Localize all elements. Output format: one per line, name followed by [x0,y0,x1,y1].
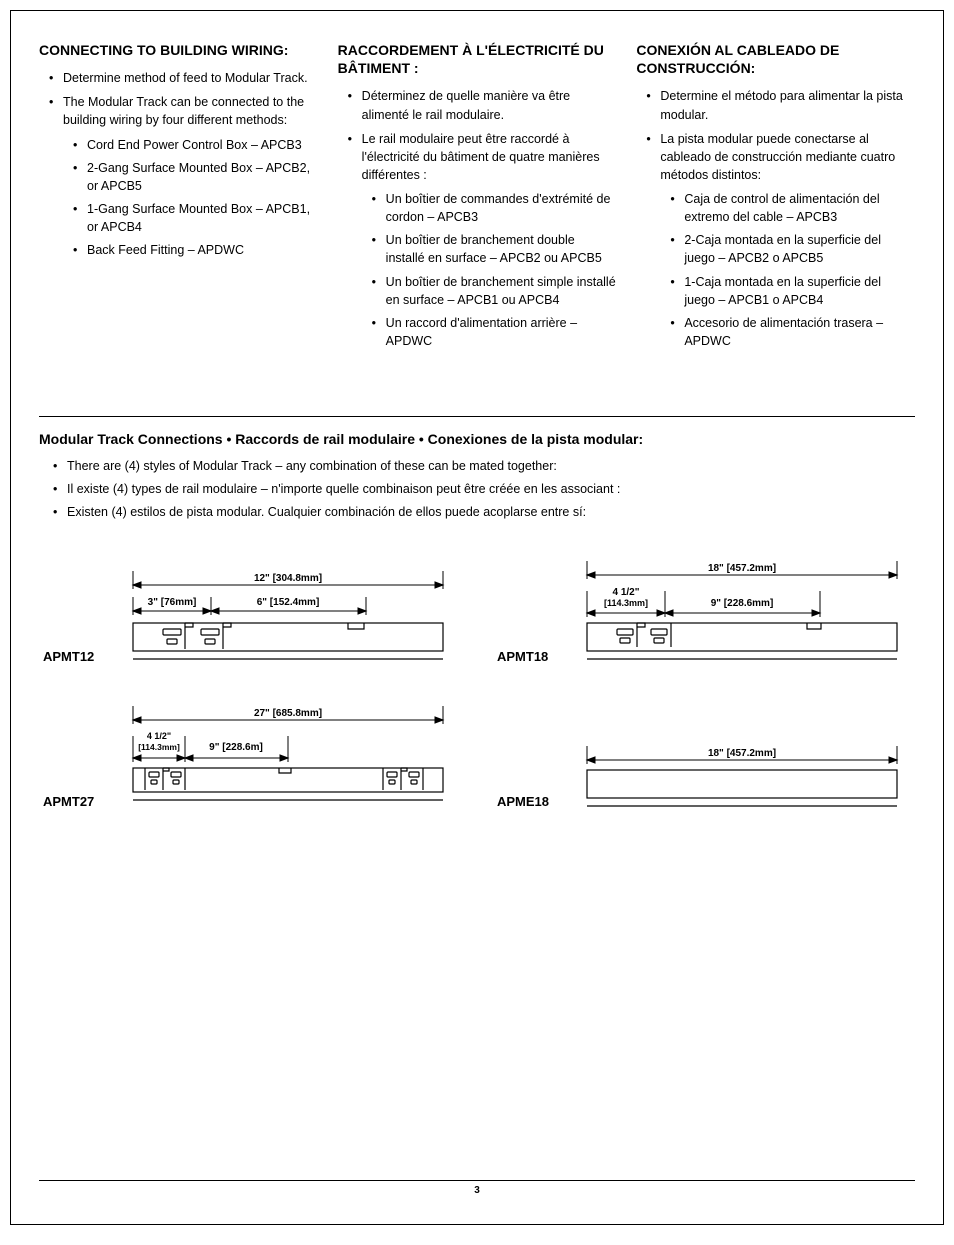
column-french: RACCORDEMENT À L'ÉLECTRICITÉ DU BÂTIMENT… [338,41,617,356]
list-item: The Modular Track can be connected to th… [53,93,318,259]
list-item: Un raccord d'alimentation arrière – APDW… [376,314,617,350]
list-item: Back Feed Fitting – APDWC [77,241,318,259]
list-item: Accesorio de alimentación trasera – APDW… [674,314,915,350]
diagram-apme18: APME18 18" [457.2mm] [497,706,911,821]
list-item: 1-Gang Surface Mounted Box – APCB1, or A… [77,200,318,236]
diagram-apmt18: APMT18 18" [457.2mm] [497,561,911,676]
sublist-es: Caja de control de alimentación del extr… [660,190,915,350]
list-item-text: La pista modular puede conectarse al cab… [660,132,895,182]
dim-seg1a: 4 1/2" [147,731,171,741]
list-item: Un boîtier de commandes d'extrémité de c… [376,190,617,226]
diagram-label: APMT18 [497,649,567,676]
list-item: La pista modular puede conectarse al cab… [650,130,915,350]
page: CONNECTING TO BUILDING WIRING: Determine… [10,10,944,1225]
diagram-apmt27: APMT27 27" [685.8mm] [43,706,457,821]
diagram-apmt12: APMT12 12" [304.8mm] [43,561,457,676]
list-item: 1-Caja montada en la superficie del jueg… [674,273,915,309]
divider-line [39,416,915,417]
list-item: Déterminez de quelle manière va être ali… [352,87,617,123]
list-en: Determine method of feed to Modular Trac… [39,69,318,259]
three-column-section: CONNECTING TO BUILDING WIRING: Determine… [39,41,915,356]
list-item: Caja de control de alimentación del extr… [674,190,915,226]
list-item-text: The Modular Track can be connected to th… [63,95,304,127]
dim-total: 18" [457.2mm] [708,563,776,574]
list-item: Un boîtier de branchement simple install… [376,273,617,309]
heading-fr: RACCORDEMENT À L'ÉLECTRICITÉ DU BÂTIMENT… [338,41,617,77]
dim-seg2: 9" [228.6mm] [711,598,774,609]
dim-seg1b: [114.3mm] [604,598,648,608]
list-item: 2-Gang Surface Mounted Box – APCB2, or A… [77,159,318,195]
section-list: There are (4) styles of Modular Track – … [39,457,915,521]
diagram-svg-apmt18: 18" [457.2mm] 4 1/2" [114.3mm] [577,561,911,676]
diagram-label: APME18 [497,794,567,821]
section-heading: Modular Track Connections • Raccords de … [39,431,915,447]
dim-seg1b: [114.3mm] [138,742,180,752]
footer: 3 [39,1180,915,1196]
list-item: Le rail modulaire peut être raccordé à l… [352,130,617,350]
diagram-label: APMT12 [43,649,113,676]
list-item: Il existe (4) types de rail modulaire – … [57,480,915,499]
list-item: Existen (4) estilos de pista modular. Cu… [57,503,915,522]
heading-es: CONEXIÓN AL CABLEADO DE CONSTRUCCIÓN: [636,41,915,77]
list-item: Determine method of feed to Modular Trac… [53,69,318,87]
page-number: 3 [474,1185,480,1196]
sublist-fr: Un boîtier de commandes d'extrémité de c… [362,190,617,350]
diagram-label: APMT27 [43,794,113,821]
list-item: 2-Caja montada en la superficie del jueg… [674,231,915,267]
list-item: There are (4) styles of Modular Track – … [57,457,915,476]
list-item: Cord End Power Control Box – APCB3 [77,136,318,154]
heading-en: CONNECTING TO BUILDING WIRING: [39,41,318,59]
diagram-svg-apmt12: 12" [304.8mm] 3" [76mm] 6" [15 [123,571,457,676]
dim-seg2: 6" [152.4mm] [257,597,320,608]
list-item-text: Le rail modulaire peut être raccordé à l… [362,132,600,182]
column-english: CONNECTING TO BUILDING WIRING: Determine… [39,41,318,356]
dim-seg2: 9" [228.6m] [209,742,263,753]
list-es: Determine el método para alimentar la pi… [636,87,915,350]
dim-total: 18" [457.2mm] [708,748,776,759]
diagram-svg-apme18: 18" [457.2mm] [577,746,911,821]
column-spanish: CONEXIÓN AL CABLEADO DE CONSTRUCCIÓN: De… [636,41,915,356]
diagrams-grid: APMT12 12" [304.8mm] [39,561,915,821]
diagram-svg-apmt27: 27" [685.8mm] 4 1/2" [114.3mm] [123,706,457,821]
dim-seg1: 3" [76mm] [148,597,197,608]
list-item: Un boîtier de branchement double install… [376,231,617,267]
dim-total: 12" [304.8mm] [254,573,322,584]
dim-seg1a: 4 1/2" [613,587,640,598]
dim-total: 27" [685.8mm] [254,708,322,719]
sublist-en: Cord End Power Control Box – APCB3 2-Gan… [63,136,318,260]
list-fr: Déterminez de quelle manière va être ali… [338,87,617,350]
list-item: Determine el método para alimentar la pi… [650,87,915,123]
